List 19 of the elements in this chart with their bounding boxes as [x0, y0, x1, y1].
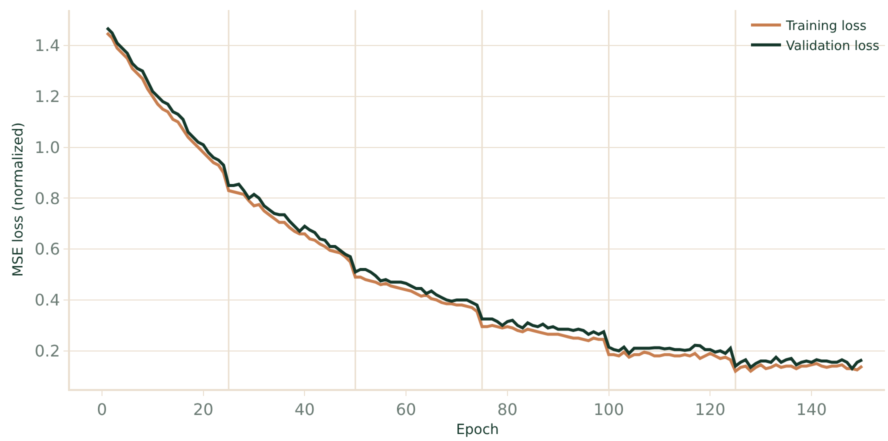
- y-tick-label: 0.6: [34, 240, 60, 259]
- y-tick-label: 1.4: [34, 36, 60, 56]
- x-tick-label: 120: [694, 400, 726, 419]
- y-tick-label: 0.8: [34, 188, 60, 208]
- x-tick-label: 100: [593, 400, 624, 419]
- x-tick-label: 40: [294, 400, 315, 419]
- x-tick-label: 0: [96, 400, 108, 419]
- x-tick-label: 60: [396, 400, 416, 419]
- legend-label: Validation loss: [786, 38, 880, 54]
- legend-label: Training loss: [785, 19, 867, 34]
- x-tick-label: 140: [796, 400, 827, 419]
- x-axis-title: Epoch: [456, 422, 499, 438]
- y-axis-title: MSE loss (normalized): [10, 122, 27, 277]
- y-tick-label: 0.4: [34, 290, 60, 310]
- y-tick-label: 1.0: [34, 138, 60, 157]
- y-tick-label: 0.2: [34, 341, 60, 360]
- x-tick-label: 80: [497, 400, 518, 419]
- y-tick-label: 1.2: [34, 87, 60, 106]
- x-tick-label: 20: [193, 400, 214, 419]
